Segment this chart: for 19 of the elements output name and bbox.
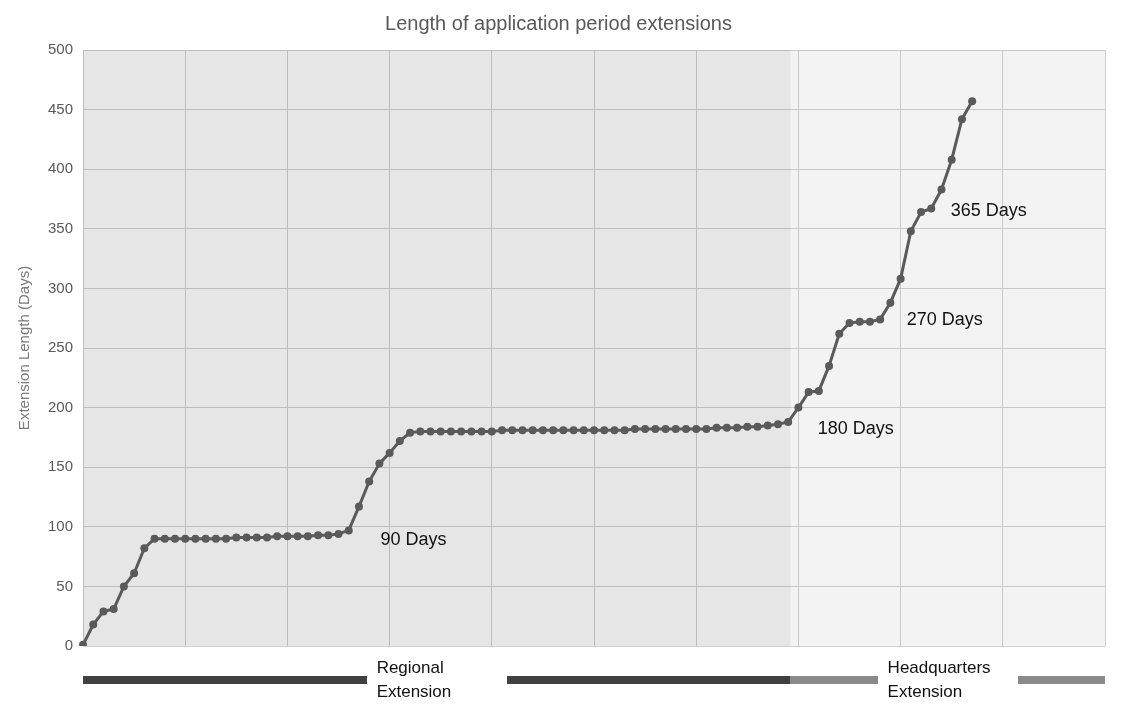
text: Headquarters Extension [887, 657, 992, 703]
annotation: 180 Days [817, 418, 894, 439]
y-tick-label: 150 [48, 457, 74, 475]
annotation: 90 Days [380, 529, 447, 550]
text: Regional Extension [376, 657, 453, 703]
annotation: 270 Days [906, 308, 983, 329]
y-tick-label: 200 [48, 397, 74, 415]
y-tick-label: 300 [48, 278, 74, 296]
y-axis-title: Extension Length (Days) [15, 265, 33, 431]
annotation: 365 Days [950, 200, 1027, 221]
y-tick-label: 450 [48, 99, 74, 117]
chart-title: Length of application period extensions [385, 11, 732, 34]
y-tick-label: 0 [64, 636, 74, 654]
y-tick-label: 50 [56, 576, 74, 594]
y-tick-label: 400 [48, 159, 74, 177]
y-tick-label: 250 [48, 338, 74, 356]
y-tick-label: 500 [48, 40, 74, 58]
y-tick-label: 350 [48, 218, 74, 236]
y-tick-label: 100 [48, 516, 74, 534]
